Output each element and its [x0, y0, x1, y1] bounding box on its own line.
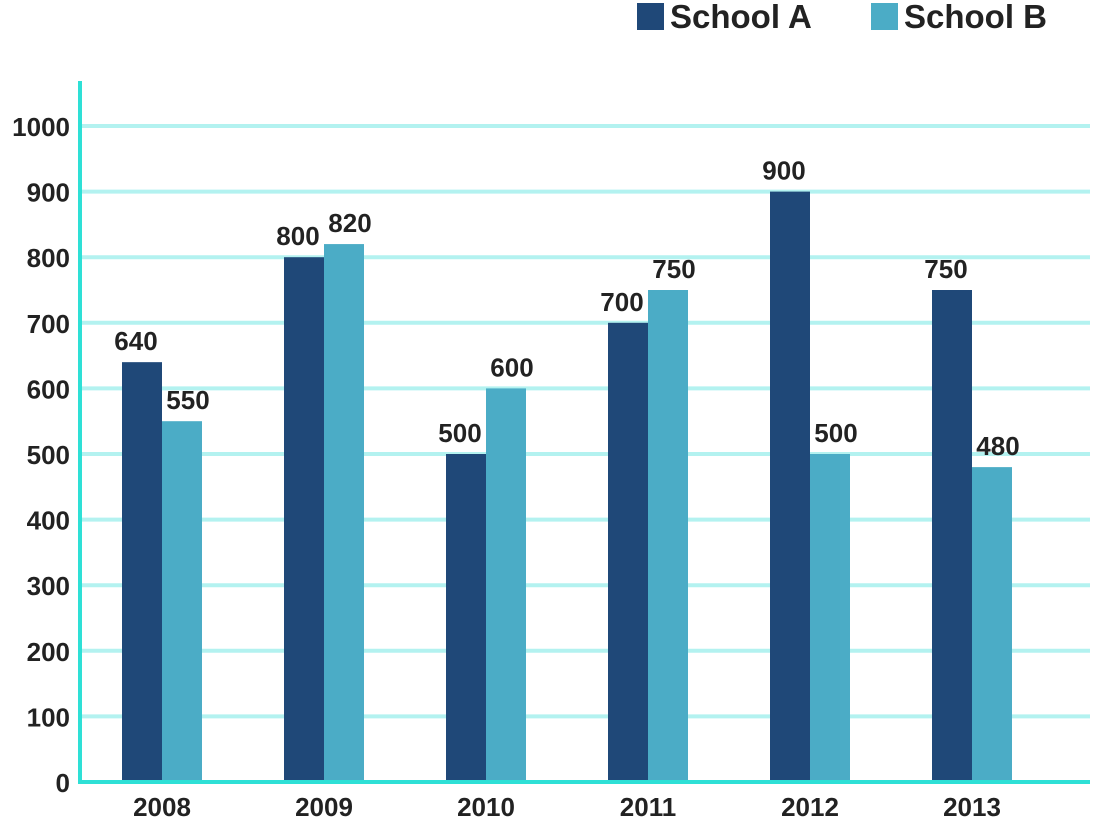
x-tick-label: 2012 — [781, 792, 839, 821]
data-label: 500 — [438, 418, 481, 448]
bar-school-b-2012 — [810, 454, 850, 782]
legend-swatch-school-b — [871, 3, 898, 30]
bar-school-a-2010 — [446, 454, 486, 782]
data-label: 900 — [762, 156, 805, 186]
bar-school-a-2012 — [770, 191, 810, 783]
y-tick-label: 600 — [27, 374, 70, 404]
data-label: 640 — [114, 326, 157, 356]
data-label: 500 — [814, 418, 857, 448]
y-tick-label: 500 — [27, 440, 70, 470]
bar-school-b-2010 — [486, 388, 526, 782]
x-tick-label: 2010 — [457, 792, 515, 821]
x-tick-label: 2011 — [620, 792, 676, 821]
data-label: 750 — [652, 254, 695, 284]
tick-labels: 0 100 200 300 400 500 600 700 800 900 1000 2008 2009… — [12, 112, 1001, 822]
legend: School A School B — [637, 0, 1047, 35]
y-tick-label: 100 — [27, 702, 70, 732]
data-label: 550 — [166, 385, 209, 415]
x-tick-label: 2008 — [133, 792, 191, 821]
data-label: 800 — [276, 221, 319, 251]
bar-school-a-2011 — [608, 322, 648, 782]
y-tick-label: 200 — [27, 637, 70, 667]
y-tick-label: 700 — [27, 309, 70, 339]
bar-school-b-2013 — [972, 467, 1012, 782]
x-tick-label: 2009 — [295, 792, 353, 821]
bars — [122, 191, 1012, 783]
bar-school-b-2011 — [648, 290, 688, 782]
data-label: 750 — [924, 254, 967, 284]
bar-school-b-2008 — [162, 421, 202, 782]
gridlines — [80, 124, 1090, 719]
y-tick-label: 0 — [56, 768, 70, 798]
data-label: 480 — [976, 431, 1019, 461]
legend-label-school-b: School B — [904, 0, 1047, 35]
y-tick-label: 400 — [27, 506, 70, 536]
y-tick-label: 800 — [27, 243, 70, 273]
bar-school-a-2008 — [122, 362, 162, 782]
y-tick-label: 1000 — [12, 112, 70, 142]
bar-school-a-2013 — [932, 290, 972, 782]
data-label: 820 — [328, 208, 371, 238]
data-label: 700 — [600, 287, 643, 317]
data-label: 600 — [490, 352, 533, 382]
x-tick-label: 2013 — [943, 792, 1001, 821]
data-labels: 640 550 800 820 500 600 700 750 900 500 750 480 — [114, 156, 1019, 462]
legend-swatch-school-a — [637, 3, 664, 30]
axes — [78, 81, 1090, 784]
legend-label-school-a: School A — [670, 0, 812, 35]
bar-school-a-2009 — [284, 257, 324, 782]
bar-school-b-2009 — [324, 244, 364, 782]
y-tick-label: 900 — [27, 178, 70, 208]
y-tick-label: 300 — [27, 571, 70, 601]
